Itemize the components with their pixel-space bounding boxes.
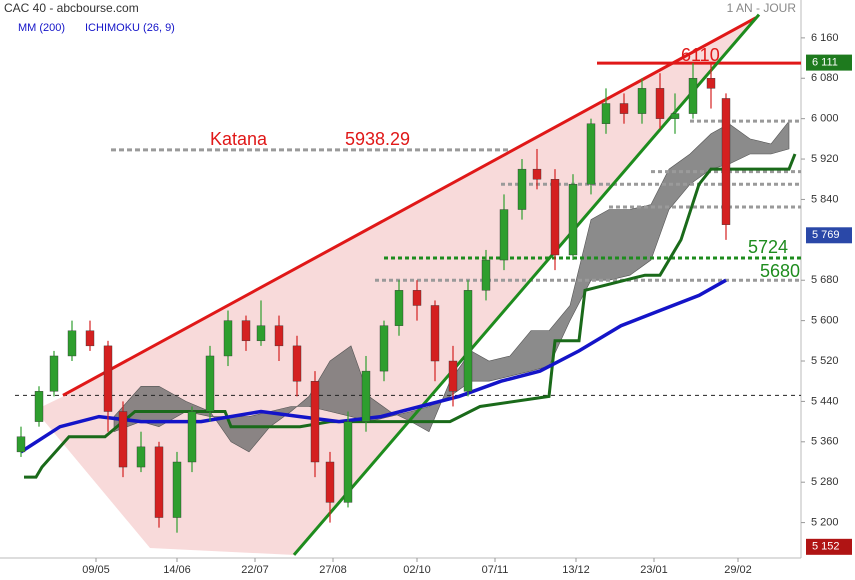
candle-body	[721, 98, 731, 225]
candle-body	[637, 88, 647, 114]
candle-body	[481, 259, 491, 291]
candle-body	[34, 391, 44, 422]
candle-body	[499, 209, 509, 261]
candle-body	[85, 330, 95, 347]
x-tick-label: 27/08	[319, 564, 347, 576]
candle-body	[325, 461, 335, 503]
candle-body	[16, 436, 26, 453]
price-tag	[806, 538, 852, 555]
x-tick-label: 22/07	[241, 564, 269, 576]
y-tick-label: 6 160	[811, 32, 839, 44]
x-tick-label: 07/11	[482, 564, 509, 576]
level-label: 5938.29	[345, 129, 410, 149]
annotation: Katana	[210, 129, 268, 149]
candle-body	[274, 325, 284, 347]
candle-body	[310, 381, 320, 463]
candle-body	[463, 290, 473, 392]
x-tick-label: 09/05	[82, 564, 110, 576]
y-tick-label: 6 080	[811, 72, 839, 84]
candle-body	[532, 168, 542, 180]
candle-body	[241, 320, 251, 342]
price-tag	[806, 54, 852, 71]
candle-body	[187, 411, 197, 463]
x-tick-label: 29/02	[724, 564, 752, 576]
candle-body	[601, 103, 611, 124]
level-label: 5724	[748, 237, 788, 257]
x-tick-label: 02/10	[403, 564, 431, 576]
candle-body	[67, 330, 77, 357]
y-tick-label: 5 360	[811, 436, 839, 448]
candle-body	[688, 78, 698, 114]
price-tag-label: 6 111	[812, 57, 838, 69]
candle-body	[448, 360, 458, 392]
legend-entry: MM (200)	[18, 22, 65, 34]
y-tick-label: 5 520	[811, 355, 839, 367]
y-tick-label: 5 680	[811, 274, 839, 286]
candle-body	[655, 88, 665, 119]
x-tick-label: 13/12	[562, 564, 590, 576]
price-tag-label: 5 152	[812, 541, 840, 553]
y-tick-label: 5 840	[811, 193, 839, 205]
y-tick-label: 5 920	[811, 153, 839, 165]
period-label: 1 AN - JOUR	[727, 1, 797, 15]
level-label: 6110	[681, 45, 720, 65]
mm200-line	[20, 278, 727, 454]
candle-body	[568, 184, 578, 256]
x-tick-label: 23/01	[640, 564, 668, 576]
candle-body	[154, 446, 164, 518]
candle-body	[118, 411, 128, 468]
x-tick-label: 14/06	[163, 564, 191, 576]
candle-body	[343, 421, 353, 503]
kijun-line	[24, 153, 797, 479]
candle-body	[379, 325, 389, 372]
trend-line	[292, 13, 761, 556]
candle-body	[256, 325, 266, 342]
price-tag	[806, 227, 852, 244]
candle-body	[49, 355, 59, 392]
candle-body	[586, 123, 596, 185]
candle-body	[103, 345, 113, 412]
candle-body	[223, 320, 233, 357]
trend-line	[62, 16, 757, 397]
y-tick-label: 5 440	[811, 395, 839, 407]
candle-body	[550, 179, 560, 256]
candle-body	[205, 355, 215, 412]
y-tick-label: 6 000	[811, 113, 839, 125]
candle-body	[136, 446, 146, 468]
candle-body	[292, 345, 302, 382]
candle-body	[430, 305, 440, 362]
price-tag-label: 5 769	[812, 229, 840, 241]
y-tick-label: 5 200	[811, 516, 839, 528]
chart-title: CAC 40 - abcbourse.com	[4, 1, 139, 15]
level-label: 5680	[760, 261, 800, 281]
legend-entry: ICHIMOKU (26, 9)	[85, 22, 175, 34]
candle-body	[361, 370, 371, 422]
candle-body	[394, 290, 404, 326]
candle-body	[670, 113, 680, 119]
candle-body	[706, 78, 716, 89]
candle-body	[619, 103, 629, 114]
candle-body	[517, 168, 527, 210]
candle-body	[172, 461, 182, 518]
y-tick-label: 5 280	[811, 476, 839, 488]
candle-body	[412, 290, 422, 306]
y-tick-label: 5 600	[811, 315, 839, 327]
